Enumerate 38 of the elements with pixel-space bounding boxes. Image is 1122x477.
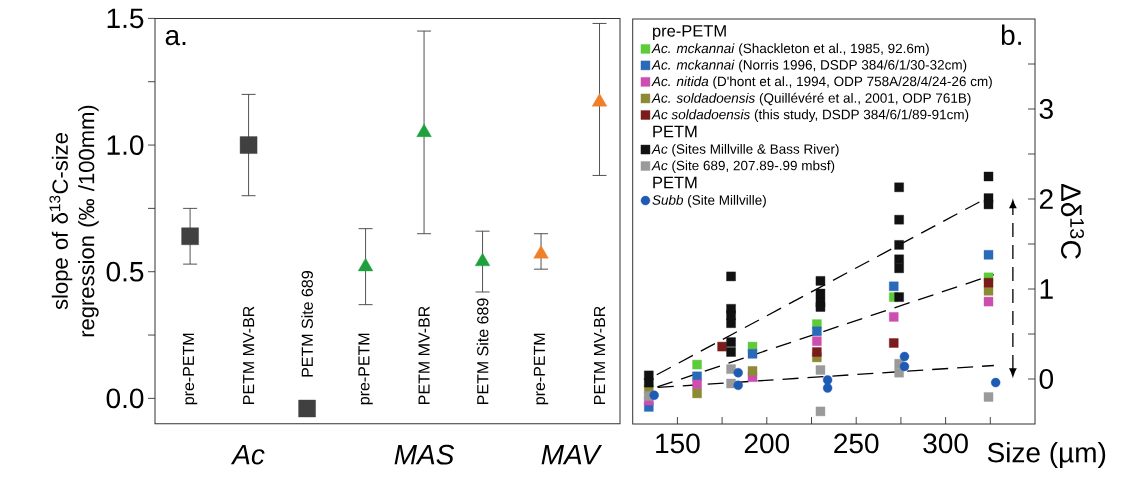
text: Ac: [230, 444, 265, 465]
legend-label: Ac. nitida (D'hont et al., 1994, ODP 758A/28/4/24-26 cm): [651, 76, 992, 89]
x-tick-label: PETM Site 689: [476, 298, 489, 404]
legend-label: Ac soldadoensis (this study, DSDP 384/6/1/89-91cm): [651, 109, 969, 122]
legend-label: Ac. mckannai (Norris 1996, DSDP 384/6/1/30-32cm): [651, 59, 967, 73]
y-tick-label: 0.5: [106, 261, 144, 282]
legend-label: Ac. mckannai (Shackleton et al., 1985, 92.6m): [651, 43, 929, 56]
x-tick-label: PETM Site 689: [301, 271, 313, 377]
y-tick-label: 0: [1039, 369, 1054, 389]
legend-title: pre-PETM: [653, 25, 726, 40]
y-axis-title: Δδ$^{13}$C: [1060, 183, 1084, 259]
x-tick-label: PETM MV-BR: [243, 306, 255, 404]
annotation: b.: [1001, 24, 1021, 46]
x-tick-label: pre-PETM: [358, 333, 373, 405]
text: MAS: [394, 444, 455, 465]
x-axis-title: Size (µm): [987, 441, 1106, 469]
x-tick-label: pre-PETM: [533, 333, 549, 405]
x-tick-label: PETM MV-BR: [418, 306, 430, 404]
y-tick-label: 0.0: [106, 388, 144, 409]
legend-label: Ac (Site 689, 207.89-.99 mbsf): [651, 160, 835, 173]
y-tick-label: 1: [1040, 279, 1053, 299]
x-tick-label: 150: [656, 433, 700, 454]
y-tick-label: 1.0: [107, 135, 144, 155]
x-tick-label: PETM MV-BR: [594, 306, 606, 404]
x-tick-label: 200: [744, 433, 790, 454]
annotation: PETM: [653, 176, 697, 189]
annotation: a.: [165, 29, 186, 46]
y-tick-label: 3: [1039, 99, 1053, 119]
legend-label: Ac. soldadoensis (Quillévéré et al., 2001, ODP 761B): [651, 92, 971, 106]
annotation: PETM: [653, 125, 697, 138]
text: MAV: [541, 445, 603, 465]
x-tick-label: pre-PETM: [182, 333, 198, 405]
x-tick-label: 300: [923, 433, 968, 454]
x-tick-label: 250: [834, 433, 879, 454]
legend-label: Ac (Sites Millville & Bass River): [651, 143, 839, 157]
y-tick-label: 1.5: [107, 8, 144, 29]
y-tick-label: 2: [1039, 189, 1053, 209]
legend-label: Subb (Site Millville): [652, 194, 766, 208]
